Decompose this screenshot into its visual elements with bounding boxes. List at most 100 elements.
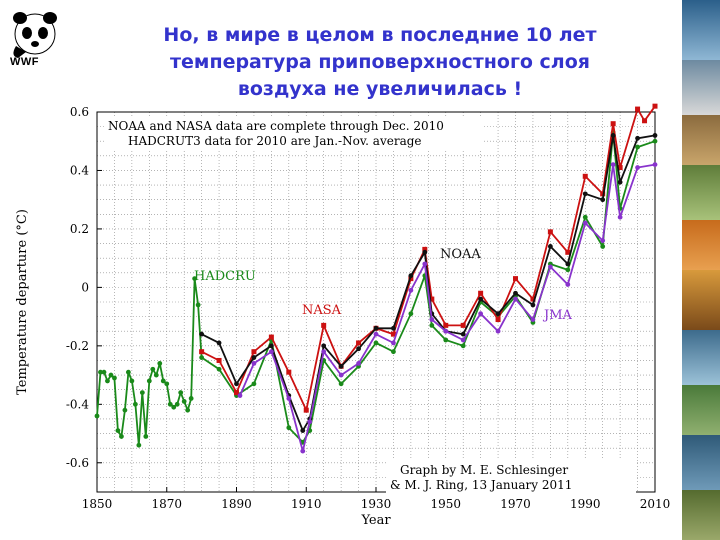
data-point-nasa	[530, 296, 536, 302]
data-point-hadcru	[157, 360, 163, 366]
data-point-jma	[391, 340, 396, 346]
temperature-chart: 1850 1870 1890 1910 1930 1950 1970 1990 2010 0.6 0…	[15, 103, 670, 528]
data-point-nasa	[478, 290, 484, 296]
data-point-jma	[429, 317, 435, 322]
data-point-nasa	[495, 317, 501, 323]
data-point-hadcru	[136, 442, 142, 448]
photo-tile	[682, 270, 720, 330]
data-point-nasa	[635, 106, 641, 112]
y-tick-label: -0.4	[66, 397, 90, 411]
title-line-1: Но, в мире в целом в последние 10 лет	[163, 24, 597, 46]
data-point-hadcru	[600, 244, 606, 249]
data-point-jma	[460, 337, 466, 343]
data-point-noaa	[356, 346, 361, 352]
data-point-hadcru	[171, 404, 177, 410]
data-point-jma	[565, 282, 571, 287]
data-point-nasa	[251, 349, 257, 355]
data-series	[94, 103, 658, 454]
data-point-hadcru	[652, 138, 658, 144]
label-nasa: NASA	[302, 303, 342, 318]
slide-title: Но, в мире в целом в последние 10 лет те…	[80, 22, 680, 103]
data-point-jma	[268, 349, 274, 355]
data-point-nasa	[443, 322, 449, 328]
data-point-noaa	[391, 325, 396, 331]
data-point-hadcru	[373, 340, 379, 346]
photo-tile	[682, 385, 720, 435]
title-line-3: воздуха не увеличилась !	[237, 78, 523, 100]
data-point-noaa	[582, 191, 588, 197]
y-tick-label: 0.2	[70, 222, 89, 236]
data-point-hadcru	[167, 401, 173, 407]
data-point-noaa	[652, 132, 658, 138]
data-point-nasa	[610, 121, 616, 127]
y-tick-label: 0.6	[70, 105, 89, 119]
wwf-panda-logo	[13, 12, 57, 58]
data-point-noaa	[513, 290, 518, 296]
data-point-nasa	[268, 334, 274, 340]
data-point-hadcru	[108, 372, 114, 378]
credit-box	[386, 460, 636, 494]
data-point-nasa	[286, 369, 292, 375]
photo-tile	[682, 330, 720, 385]
data-point-hadcru	[105, 378, 110, 384]
data-point-hadcru	[286, 425, 292, 431]
data-point-hadcru	[115, 428, 121, 434]
y-tick-label: -0.6	[66, 456, 89, 470]
photo-tile	[682, 435, 720, 490]
data-point-hadcru	[195, 302, 201, 308]
data-point-jma	[338, 372, 344, 378]
series-line-nasa	[201, 105, 656, 414]
data-point-nasa	[547, 229, 553, 235]
x-axis-label: Year	[360, 513, 391, 528]
data-point-hadcru	[98, 369, 103, 375]
y-tick-label: -0.2	[66, 339, 89, 353]
data-point-nasa	[356, 340, 362, 346]
data-point-noaa	[495, 311, 501, 317]
data-point-hadcru	[635, 144, 640, 150]
data-point-nasa	[513, 276, 518, 282]
y-axis-label: Temperature departure (°C)	[15, 209, 30, 395]
data-point-jma	[237, 393, 243, 398]
series-line-noaa	[201, 134, 656, 433]
data-point-nasa	[582, 173, 588, 179]
data-point-noaa	[547, 244, 553, 249]
data-point-noaa	[373, 325, 379, 331]
data-point-nasa	[216, 357, 222, 363]
data-point-nasa	[617, 165, 623, 171]
data-point-noaa	[321, 343, 327, 349]
data-point-noaa	[338, 363, 344, 369]
axis-ticks: 1850 1870 1890 1910 1930 1950 1970 1990 2010 0.6 0…	[66, 105, 670, 511]
title-line-2: температура приповерхностного слоя	[170, 51, 590, 73]
data-point-hadcru	[199, 355, 205, 360]
x-tick-label: 1910	[291, 497, 322, 511]
data-point-jma	[478, 311, 484, 317]
data-point-noaa	[478, 296, 484, 302]
data-point-hadcru	[185, 407, 191, 413]
data-point-hadcru	[174, 401, 180, 407]
data-point-jma	[443, 328, 449, 334]
x-tick-label: 1930	[361, 497, 392, 511]
note-line-2: HADCRUT3 data for 2010 are Jan.-Nov. ave…	[128, 134, 422, 148]
data-point-noaa	[460, 331, 466, 337]
data-point-hadcru	[150, 366, 156, 372]
data-point-nasa	[565, 249, 571, 255]
data-point-jma	[513, 296, 518, 302]
logo-text: WWF	[10, 56, 39, 68]
label-noaa: NOAA	[440, 247, 481, 262]
data-point-hadcru	[192, 276, 198, 282]
data-point-jma	[582, 220, 588, 226]
data-point-jma	[307, 419, 313, 425]
data-point-jma	[300, 448, 306, 454]
data-point-hadcru	[443, 337, 449, 343]
data-point-noaa	[234, 381, 239, 387]
data-point-jma	[530, 317, 536, 322]
data-point-nasa	[422, 246, 428, 252]
data-point-hadcru	[94, 413, 100, 419]
data-point-hadcru	[101, 369, 107, 375]
data-point-hadcru	[338, 381, 344, 387]
data-point-noaa	[422, 249, 428, 255]
data-point-hadcru	[153, 372, 159, 378]
note-box	[104, 116, 484, 150]
data-point-noaa	[635, 135, 640, 141]
x-tick-label: 1850	[82, 497, 113, 511]
